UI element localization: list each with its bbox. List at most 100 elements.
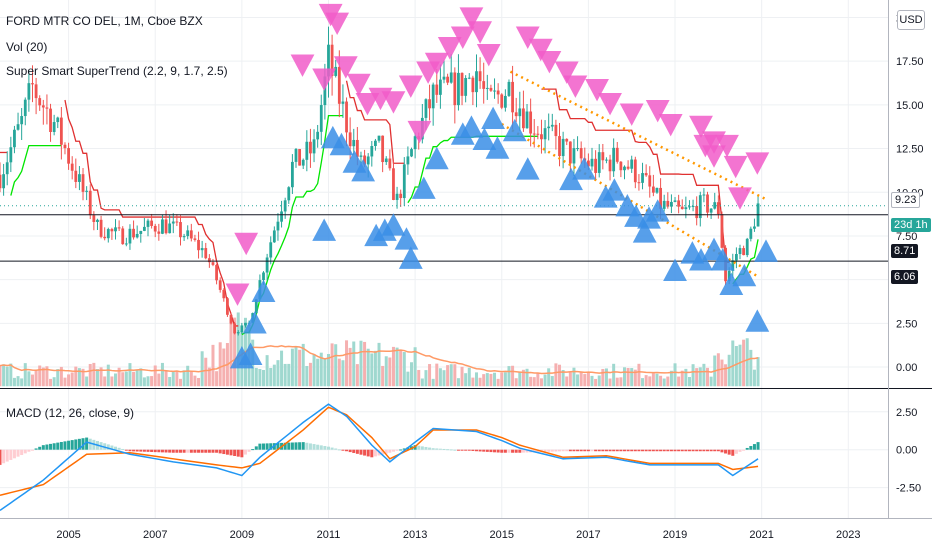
volume-bar: [633, 369, 637, 387]
volume-bar: [370, 353, 374, 387]
macd-histogram-bar: [373, 449, 377, 457]
volume-bar: [276, 360, 280, 387]
volume-bar: [702, 363, 706, 387]
volume-bar: [402, 352, 406, 387]
macd-histogram-bar: [175, 449, 179, 453]
candle-body: [150, 220, 154, 226]
volume-bar: [103, 376, 107, 387]
buy-signal-triangle: [745, 309, 770, 332]
macd-histogram-bar: [431, 448, 435, 450]
macd-histogram-bar: [424, 446, 428, 450]
volume-bar: [749, 349, 753, 387]
candle-body: [402, 164, 406, 199]
volume-bar: [110, 376, 114, 387]
buy-signal-triangle: [238, 342, 263, 365]
candle-body: [413, 136, 417, 150]
macd-histogram-bar: [460, 449, 464, 451]
candle-body: [536, 133, 540, 135]
countdown-badge: 23d 1h: [891, 218, 931, 232]
price-tick-label: 17.50: [896, 56, 924, 68]
volume-bar: [471, 377, 475, 387]
candle-body: [312, 139, 316, 154]
buy-signal-triangle: [602, 178, 627, 201]
candle-body: [103, 236, 107, 239]
macd-histogram-bar: [222, 449, 226, 455]
candle-body: [334, 66, 338, 76]
macd-histogram-bar: [687, 449, 691, 452]
candle-body: [319, 105, 323, 132]
sell-signal-triangle: [290, 54, 315, 77]
buy-signal-triangle: [411, 176, 436, 199]
macd-histogram-bar: [550, 449, 554, 452]
macd-histogram-bar: [691, 449, 695, 452]
candle-body: [507, 81, 511, 96]
buy-signal-triangle: [515, 157, 540, 180]
candle-body: [280, 211, 283, 222]
candle-body: [496, 90, 500, 95]
candle-body: [41, 105, 45, 108]
candle-body: [207, 258, 211, 263]
macd-histogram-bar: [45, 444, 49, 450]
currency-button[interactable]: USD: [897, 10, 925, 30]
candle-body: [70, 163, 74, 171]
volume-bar: [52, 377, 56, 387]
volume-bar: [435, 363, 439, 387]
volume-bar: [500, 372, 504, 387]
macd-histogram-bar: [308, 443, 312, 450]
macd-histogram-bar: [258, 443, 262, 450]
macd-histogram-bar: [164, 449, 168, 453]
candle-body: [698, 195, 702, 219]
sell-signal-triangle: [702, 145, 726, 168]
macd-histogram-bar: [720, 449, 724, 453]
buy-signal-triangle: [351, 159, 376, 182]
volume-bar: [666, 376, 670, 387]
time-tick-label: 2011: [317, 529, 341, 541]
legend-title: FORD MTR CO DEL, 1M, Cboe BZX: [6, 14, 203, 28]
macd-histogram-bar: [576, 449, 580, 452]
candle-body: [377, 135, 381, 141]
macd-histogram-bar: [446, 449, 450, 451]
volume-bar: [489, 373, 493, 387]
candle-body: [132, 228, 135, 238]
macd-tick-label: 2.50: [896, 407, 917, 419]
volume-bar: [5, 366, 9, 387]
candle-body: [590, 158, 594, 167]
buy-signal-triangle: [251, 279, 276, 303]
volume-bar: [655, 373, 659, 387]
candle-body: [52, 122, 56, 132]
macd-histogram-bar: [381, 449, 385, 455]
candle-body: [478, 71, 482, 82]
volume-bar: [283, 363, 287, 387]
sell-signal-triangle: [424, 52, 449, 76]
macd-histogram-bar: [709, 449, 713, 452]
candle-body: [493, 90, 496, 92]
time-tick-label: 2021: [749, 529, 773, 541]
volume-bar: [326, 354, 330, 387]
volume-bar: [474, 372, 478, 387]
sell-signal-triangle: [225, 283, 250, 306]
sell-signal-triangle: [476, 44, 501, 67]
candle-body: [594, 158, 598, 173]
grid: [0, 0, 888, 518]
macd-histogram-bar: [189, 449, 193, 453]
candle-body: [121, 228, 125, 245]
volume-bar: [438, 368, 442, 387]
macd-histogram-bar: [738, 449, 742, 452]
buy-signal-triangle: [689, 248, 713, 271]
candle-body: [370, 146, 374, 157]
macd-histogram-bar: [395, 449, 399, 451]
macd-histogram-bar: [558, 449, 562, 452]
candle-body: [316, 131, 320, 140]
supertrend-line: [541, 88, 730, 264]
candle-body: [157, 231, 161, 234]
volume-bar: [619, 377, 623, 387]
macd-histogram-bar: [449, 449, 453, 451]
macd-histogram-bar: [749, 446, 753, 450]
candle-body: [446, 76, 450, 83]
macd-histogram-bar: [366, 449, 370, 457]
macd-histogram-bar: [77, 438, 81, 450]
volume-bar: [323, 358, 327, 387]
macd-histogram-bar: [496, 449, 500, 453]
candle-body: [211, 262, 215, 265]
